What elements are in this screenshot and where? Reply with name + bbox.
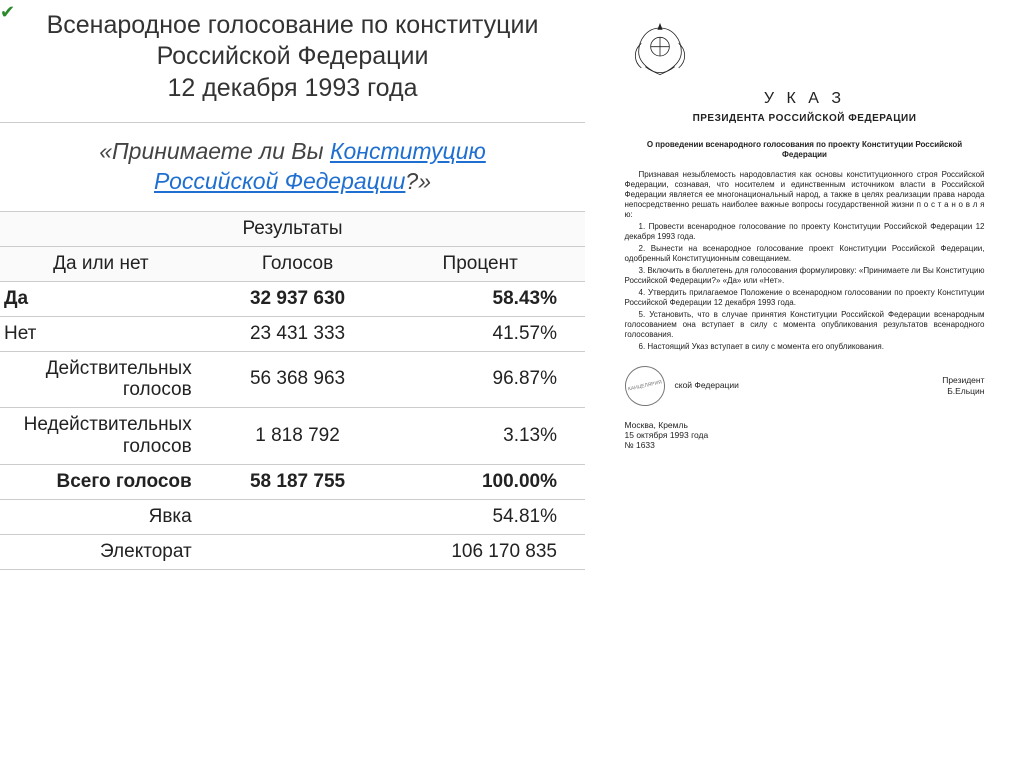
doc-preamble: Признавая незыблемость народовластия как…	[625, 170, 985, 220]
row-no: Нет 23 431 333 41.57%	[0, 316, 585, 351]
doc-footer: Москва, Кремль 15 октября 1993 года № 16…	[625, 420, 985, 451]
main-container: Всенародное голосование по конституции Р…	[0, 0, 1024, 767]
valid-votes: 56 368 963	[202, 351, 394, 408]
invalid-pct: 3.13%	[393, 408, 585, 465]
valid-pct: 96.87%	[393, 351, 585, 408]
invalid-votes: 1 818 792	[202, 408, 394, 465]
sign-of: ской Федерации	[675, 380, 739, 391]
total-pct: 100.00%	[393, 464, 585, 499]
yes-votes: 32 937 630	[202, 281, 394, 316]
sign-name: Б.Ельцин	[942, 386, 984, 397]
title-line-3: 12 декабря 1993 года	[30, 73, 555, 104]
footer-place: Москва, Кремль	[625, 420, 985, 430]
yes-pct: 58.43%	[393, 281, 585, 316]
row-turnout: Явка 54.81%	[0, 499, 585, 534]
row-electorate: Электорат 106 170 835	[0, 534, 585, 569]
valid-label-1: Действительных	[46, 358, 192, 379]
row-valid: Действительных голосов 56 368 963 96.87%	[0, 351, 585, 408]
sign-title: Президент	[942, 375, 984, 386]
results-table: Результаты Да или нет Голосов Процент Да…	[0, 211, 585, 570]
results-header: Результаты	[0, 211, 585, 246]
turnout-label: Явка	[0, 499, 202, 534]
row-invalid: Недействительных голосов 1 818 792 3.13%	[0, 408, 585, 465]
stamp-icon: КАНЦЕЛЯРИЯ	[621, 362, 668, 409]
turnout-value: 54.81%	[202, 499, 585, 534]
doc-p2: 2. Вынести на всенародное голосование пр…	[625, 244, 985, 264]
doc-body: Признавая незыблемость народовластия как…	[625, 170, 985, 352]
valid-label: Действительных голосов	[0, 351, 202, 408]
constitution-link-2[interactable]: Российской Федерации	[154, 168, 405, 194]
checkmark-icon: ✔	[0, 2, 15, 23]
no-label: Нет	[0, 316, 202, 351]
electorate-value: 106 170 835	[202, 534, 585, 569]
invalid-label-1: Недействительных	[24, 414, 192, 435]
right-panel: У К А З ПРЕЗИДЕНТА РОССИЙСКОЙ ФЕДЕРАЦИИ …	[585, 0, 1024, 767]
total-label: Всего голосов	[0, 464, 202, 499]
decree-document: У К А З ПРЕЗИДЕНТА РОССИЙСКОЙ ФЕДЕРАЦИИ …	[625, 20, 985, 450]
doc-subject: О проведении всенародного голосования по…	[625, 140, 985, 160]
title-line-2: Российской Федерации	[30, 41, 555, 72]
footer-num: № 1633	[625, 440, 985, 450]
yes-label: Да	[0, 281, 202, 316]
title-line-1: Всенародное голосование по конституции	[30, 10, 555, 41]
question-block: «Принимаете ли Вы Конституцию Российской…	[0, 123, 585, 211]
valid-label-2: голосов	[123, 379, 192, 400]
total-votes: 58 187 755	[202, 464, 394, 499]
row-yes: Да 32 937 630 58.43%	[0, 281, 585, 316]
constitution-link-1[interactable]: Конституцию	[330, 138, 486, 164]
left-panel: Всенародное голосование по конституции Р…	[0, 0, 585, 767]
col-votes-header: Голосов	[202, 246, 394, 281]
row-total: Всего голосов 58 187 755 100.00%	[0, 464, 585, 499]
doc-president: ПРЕЗИДЕНТА РОССИЙСКОЙ ФЕДЕРАЦИИ	[625, 113, 985, 126]
electorate-label: Электорат	[0, 534, 202, 569]
doc-p6: 6. Настоящий Указ вступает в силу с моме…	[625, 342, 985, 352]
page-title: Всенародное голосование по конституции Р…	[0, 0, 585, 123]
doc-p3: 3. Включить в бюллетень для голосования …	[625, 266, 985, 286]
question-suffix: ?»	[405, 168, 431, 194]
doc-signature: КАНЦЕЛЯРИЯ ской Федерации Президент Б.Ел…	[625, 366, 985, 406]
invalid-label-2: голосов	[123, 436, 192, 457]
stamp-text: КАНЦЕЛЯРИЯ	[627, 379, 662, 392]
doc-p1: 1. Провести всенародное голосование по п…	[625, 222, 985, 242]
no-votes: 23 431 333	[202, 316, 394, 351]
doc-p4: 4. Утвердить прилагаемое Положение о все…	[625, 288, 985, 308]
footer-date: 15 октября 1993 года	[625, 430, 985, 440]
doc-p5: 5. Установить, что в случае принятия Кон…	[625, 310, 985, 340]
col-percent-header: Процент	[393, 246, 585, 281]
doc-ukaz: У К А З	[625, 89, 985, 109]
emblem-icon	[625, 20, 695, 80]
col-choice-header: Да или нет	[0, 246, 202, 281]
no-pct: 41.57%	[393, 316, 585, 351]
question-prefix: «Принимаете ли Вы	[99, 138, 330, 164]
invalid-label: Недействительных голосов	[0, 408, 202, 465]
